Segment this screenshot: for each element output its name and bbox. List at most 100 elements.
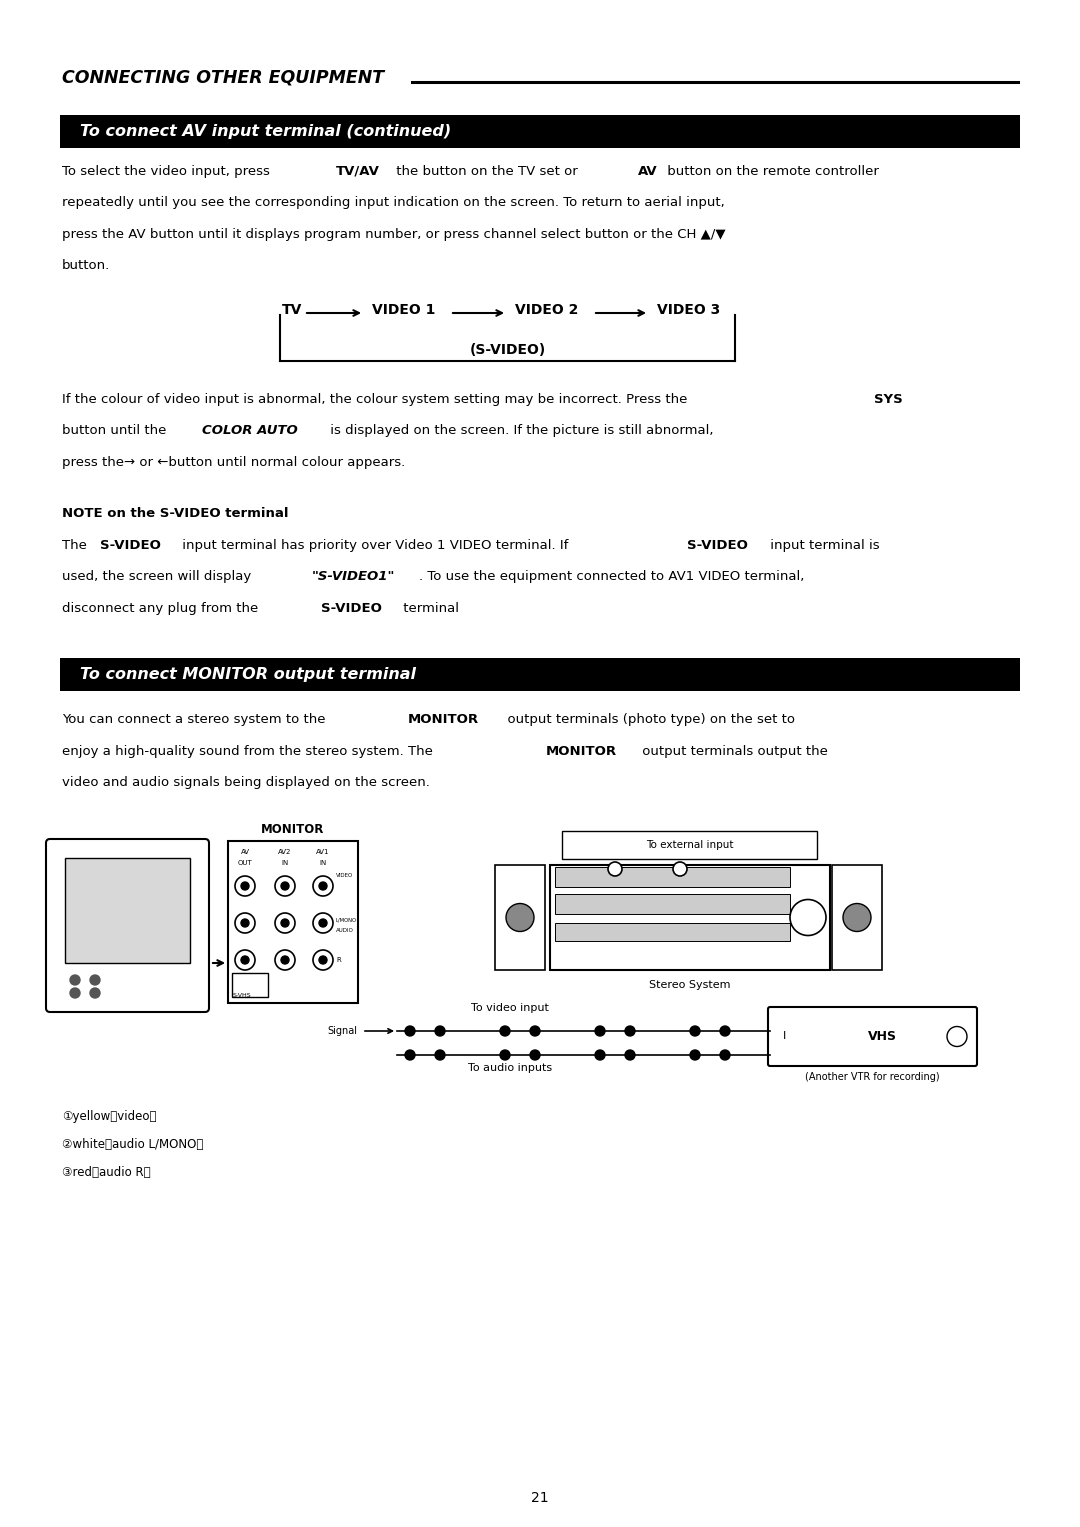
Circle shape	[720, 1026, 730, 1035]
Text: press the AV button until it displays program number, or press channel select bu: press the AV button until it displays pr…	[62, 228, 726, 241]
Text: The: The	[62, 539, 91, 551]
Text: output terminals output the: output terminals output the	[638, 745, 827, 757]
Circle shape	[319, 919, 327, 927]
Circle shape	[241, 883, 249, 890]
Text: the button on the TV set or: the button on the TV set or	[392, 165, 582, 179]
Text: VIDEO 1: VIDEO 1	[372, 302, 435, 318]
Text: "S-VIDEO1": "S-VIDEO1"	[312, 571, 395, 583]
Text: To audio inputs: To audio inputs	[468, 1063, 552, 1073]
Bar	[562, 831, 816, 860]
Bar	[832, 864, 882, 970]
Circle shape	[947, 1026, 967, 1046]
Bar	[60, 658, 1020, 692]
Text: input terminal is: input terminal is	[766, 539, 879, 551]
Circle shape	[275, 913, 295, 933]
Text: ②white（audio L/MONO）: ②white（audio L/MONO）	[62, 1138, 203, 1151]
Bar	[495, 864, 545, 970]
Text: L/MONO: L/MONO	[336, 918, 357, 922]
Text: NOTE on the S-VIDEO terminal: NOTE on the S-VIDEO terminal	[62, 507, 288, 521]
Text: VHS: VHS	[868, 1031, 897, 1043]
Text: To connect AV input terminal (continued): To connect AV input terminal (continued)	[80, 124, 451, 139]
Text: enjoy a high-quality sound from the stereo system. The: enjoy a high-quality sound from the ster…	[62, 745, 437, 757]
Circle shape	[435, 1026, 445, 1035]
Circle shape	[435, 1051, 445, 1060]
Text: is displayed on the screen. If the picture is still abnormal,: is displayed on the screen. If the pictu…	[326, 425, 713, 438]
Text: ①yellow（video）: ①yellow（video）	[62, 1110, 157, 1122]
Circle shape	[608, 863, 622, 876]
Text: TV: TV	[282, 302, 302, 318]
Circle shape	[275, 876, 295, 896]
Text: AV: AV	[637, 165, 657, 179]
Text: repeatedly until you see the corresponding input indication on the screen. To re: repeatedly until you see the correspondi…	[62, 197, 725, 209]
Text: To external input: To external input	[646, 840, 733, 851]
Circle shape	[281, 883, 289, 890]
Text: AV: AV	[241, 849, 249, 855]
Circle shape	[281, 919, 289, 927]
Circle shape	[595, 1051, 605, 1060]
Circle shape	[843, 904, 870, 931]
Text: To connect MONITOR output terminal: To connect MONITOR output terminal	[80, 667, 416, 683]
Bar	[60, 115, 1020, 148]
Bar	[232, 973, 268, 997]
Text: To video input: To video input	[471, 1003, 549, 1012]
Circle shape	[625, 1051, 635, 1060]
Text: COLOR AUTO: COLOR AUTO	[202, 425, 298, 438]
Text: S-VIDEO: S-VIDEO	[99, 539, 161, 551]
Circle shape	[530, 1026, 540, 1035]
FancyBboxPatch shape	[768, 1006, 977, 1066]
Text: SYS: SYS	[875, 392, 903, 406]
Text: . To use the equipment connected to AV1 VIDEO terminal,: . To use the equipment connected to AV1 …	[419, 571, 805, 583]
Circle shape	[789, 899, 826, 936]
Text: button.: button.	[62, 260, 110, 272]
Text: MONITOR: MONITOR	[407, 713, 478, 727]
Circle shape	[235, 913, 255, 933]
Bar	[550, 864, 831, 970]
Bar	[555, 922, 789, 941]
Circle shape	[500, 1051, 510, 1060]
Text: ③red（audio R）: ③red（audio R）	[62, 1167, 150, 1179]
Text: S-VIDEO: S-VIDEO	[321, 602, 381, 615]
Circle shape	[690, 1051, 700, 1060]
Text: AV1: AV1	[316, 849, 329, 855]
Bar	[228, 841, 357, 1003]
Text: You can connect a stereo system to the: You can connect a stereo system to the	[62, 713, 329, 727]
Text: output terminals (photo type) on the set to: output terminals (photo type) on the set…	[499, 713, 795, 727]
Text: MONITOR: MONITOR	[261, 823, 325, 835]
Circle shape	[241, 919, 249, 927]
Text: VIDEO: VIDEO	[336, 873, 353, 878]
Text: AV2: AV2	[279, 849, 292, 855]
Bar	[65, 858, 190, 964]
Text: I: I	[783, 1032, 786, 1041]
Text: S-VIDEO: S-VIDEO	[687, 539, 748, 551]
Circle shape	[281, 956, 289, 964]
Text: press the→ or ←button until normal colour appears.: press the→ or ←button until normal colou…	[62, 457, 405, 469]
FancyBboxPatch shape	[46, 838, 210, 1012]
Circle shape	[720, 1051, 730, 1060]
Circle shape	[70, 988, 80, 999]
Circle shape	[235, 950, 255, 970]
Circle shape	[90, 988, 100, 999]
Circle shape	[70, 976, 80, 985]
Circle shape	[405, 1051, 415, 1060]
Text: 21: 21	[531, 1490, 549, 1506]
Bar	[555, 893, 789, 915]
Text: CONNECTING OTHER EQUIPMENT: CONNECTING OTHER EQUIPMENT	[62, 69, 384, 87]
Text: AUDIO: AUDIO	[336, 928, 354, 933]
Text: (S-VIDEO): (S-VIDEO)	[470, 344, 545, 357]
Circle shape	[313, 950, 333, 970]
Text: terminal: terminal	[400, 602, 459, 615]
Text: IN: IN	[320, 860, 326, 866]
Text: MONITOR: MONITOR	[546, 745, 617, 757]
Text: Signal: Signal	[327, 1026, 357, 1035]
Text: S-VHS: S-VHS	[233, 993, 252, 999]
Circle shape	[313, 913, 333, 933]
Text: TV/AV: TV/AV	[336, 165, 379, 179]
Circle shape	[235, 876, 255, 896]
Circle shape	[673, 863, 687, 876]
Circle shape	[319, 883, 327, 890]
Circle shape	[530, 1051, 540, 1060]
Text: VIDEO 3: VIDEO 3	[657, 302, 720, 318]
Circle shape	[241, 956, 249, 964]
Text: If the colour of video input is abnormal, the colour system setting may be incor: If the colour of video input is abnormal…	[62, 392, 691, 406]
Text: input terminal has priority over Video 1 VIDEO terminal. If: input terminal has priority over Video 1…	[178, 539, 572, 551]
